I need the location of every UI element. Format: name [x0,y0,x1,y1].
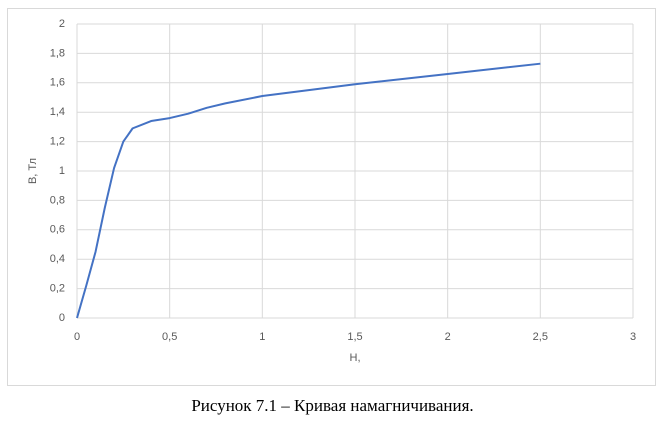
y-tick-label: 1,8 [50,47,65,59]
y-tick-label: 1,6 [50,77,65,89]
y-tick-label: 2 [59,18,65,30]
figure-caption: Рисунок 7.1 – Кривая намагничивания. [191,396,474,415]
y-tick-label: 0 [59,312,65,324]
y-axis-label: B, Тл [27,158,39,184]
x-tick-label: 0,5 [162,331,177,343]
x-tick-label: 2 [445,331,451,343]
data-line [76,62,541,319]
x-tick-label: 0 [74,331,80,343]
y-tick-label: 1 [59,165,65,177]
y-tick-label: 0,8 [50,194,65,206]
y-tick-label: 0,2 [50,283,65,295]
chart: H, B, Тл 0 0,2 0,4 0,6 0,8 1 1,2 1,4 1,6 1,8 2 0 0,5… [7,8,656,386]
x-tick-label: 2,5 [533,331,548,343]
x-tick-label: 3 [630,331,636,343]
chart-border [7,8,656,386]
y-tick-label: 0,6 [50,224,65,236]
y-tick-label: 0,4 [50,253,65,265]
x-axis-label: H, [350,352,361,364]
y-tick-label: 1,2 [50,136,65,148]
y-tick-label: 1,4 [50,106,65,118]
x-tick-label: 1,5 [347,331,362,343]
x-tick-label: 1 [259,331,265,343]
